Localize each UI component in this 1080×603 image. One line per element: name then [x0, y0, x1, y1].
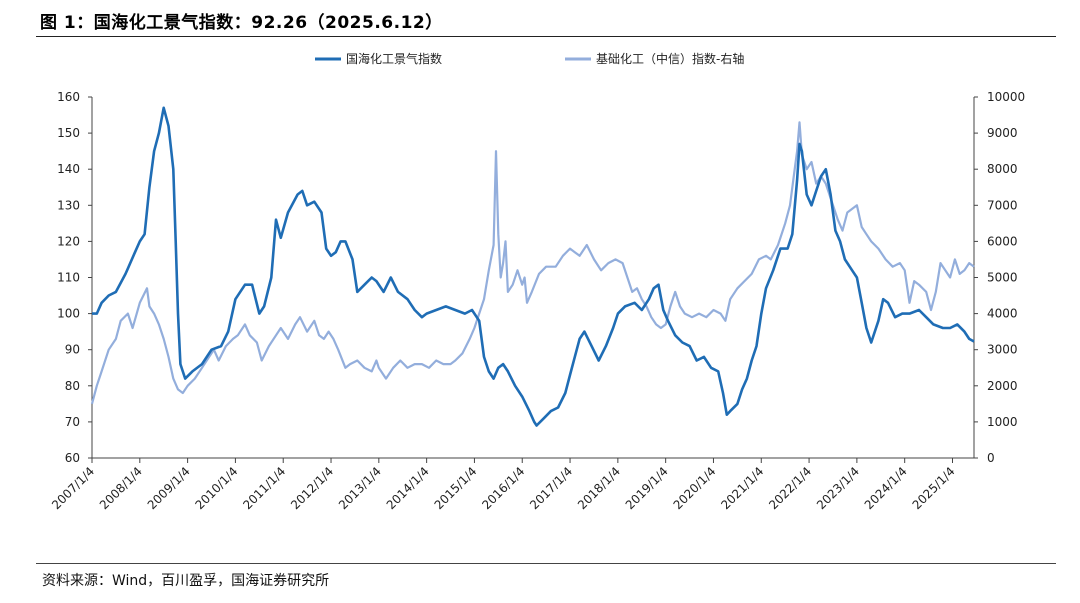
y-left-tick-label: 70	[65, 415, 80, 429]
x-tick-label: 2008/1/4	[97, 464, 145, 512]
x-tick-label: 2013/1/4	[336, 464, 384, 512]
x-tick-label: 2021/1/4	[718, 464, 766, 512]
y-left-tick-label: 140	[57, 162, 80, 176]
y-right-tick-label: 5000	[987, 271, 1018, 285]
series-line-secondary	[90, 121, 975, 405]
x-tick-label: 2016/1/4	[479, 464, 527, 512]
chart-title: 图 1：国海化工景气指数：92.26（2025.6.12）	[40, 13, 443, 33]
y-right-tick-label: 0	[987, 451, 995, 465]
y-right-tick-label: 8000	[987, 162, 1018, 176]
axes: 60 70 80 90 100 110 120 130 140 150 160 0 1000 2000 30…	[49, 90, 1025, 512]
line-chart: 国海化工景气指数 基础化工（中信）指数-右轴 60 70 80 90 100 110 120 1…	[49, 51, 1025, 512]
x-tick-label: 2015/1/4	[432, 464, 480, 512]
x-tick-label: 2011/1/4	[240, 464, 288, 512]
plot-area	[90, 106, 975, 427]
y-left-tick-label: 60	[65, 451, 80, 465]
y-left-tick-label: 80	[65, 379, 80, 393]
y-right-tick-label: 10000	[987, 90, 1025, 104]
x-tick-label: 2017/1/4	[527, 464, 575, 512]
x-tick-label: 2023/1/4	[814, 464, 862, 512]
legend-item-secondary: 基础化工（中信）指数-右轴	[565, 51, 744, 66]
y-right-tick-label: 2000	[987, 379, 1018, 393]
y-left-tick-label: 110	[57, 271, 80, 285]
y-left-tick-label: 90	[65, 343, 80, 357]
x-tick-label: 2007/1/4	[49, 464, 97, 512]
y-left-tick-label: 160	[57, 90, 80, 104]
x-tick-label: 2010/1/4	[193, 464, 241, 512]
y-right-tick-label: 4000	[987, 307, 1018, 321]
x-tick-label: 2012/1/4	[288, 464, 336, 512]
y-right-tick-label: 7000	[987, 198, 1018, 212]
y-right-tick-label: 3000	[987, 343, 1018, 357]
y-left-tick-label: 130	[57, 198, 80, 212]
x-tick-label: 2025/1/4	[910, 464, 958, 512]
legend-label: 国海化工景气指数	[346, 51, 442, 66]
x-tick-label: 2024/1/4	[862, 464, 910, 512]
x-tick-label: 2009/1/4	[145, 464, 193, 512]
y-left-tick-label: 120	[57, 234, 80, 248]
source-note: 资料来源：Wind，百川盈孚，国海证券研究所	[42, 573, 330, 589]
series-line-primary	[92, 106, 975, 427]
y-right-tick-label: 9000	[987, 126, 1018, 140]
bottom-rule	[36, 563, 1056, 564]
legend-label: 基础化工（中信）指数-右轴	[596, 51, 744, 66]
y-left-tick-label: 100	[57, 307, 80, 321]
top-rule	[36, 36, 1056, 37]
x-tick-label: 2014/1/4	[384, 464, 432, 512]
y-right-tick-label: 6000	[987, 234, 1018, 248]
x-tick-label: 2022/1/4	[766, 464, 814, 512]
y-left-tick-label: 150	[57, 126, 80, 140]
x-tick-label: 2020/1/4	[671, 464, 719, 512]
legend: 国海化工景气指数 基础化工（中信）指数-右轴	[315, 51, 744, 66]
y-right-tick-label: 1000	[987, 415, 1018, 429]
legend-item-primary: 国海化工景气指数	[315, 51, 442, 66]
x-tick-label: 2018/1/4	[575, 464, 623, 512]
x-tick-label: 2019/1/4	[623, 464, 671, 512]
